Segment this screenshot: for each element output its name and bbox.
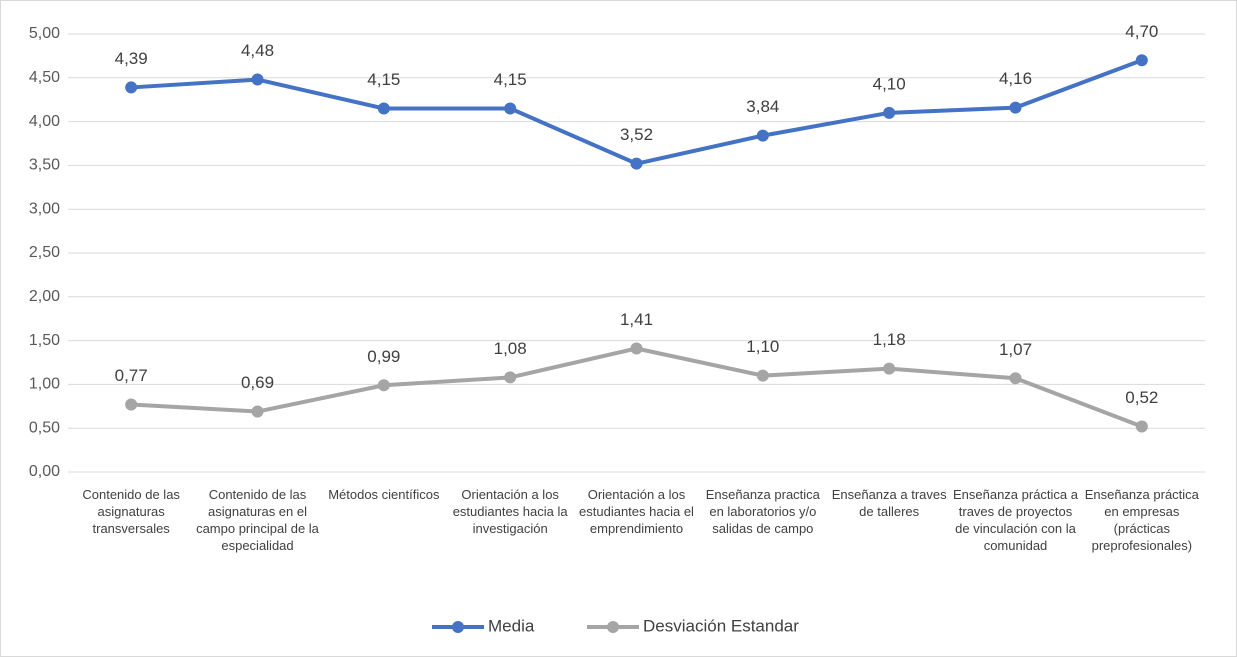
x-tick-label: Orientación a los estudiantes hacia la i… — [452, 487, 568, 536]
data-label: 4,15 — [494, 70, 527, 89]
data-point — [377, 102, 390, 115]
data-point — [377, 379, 390, 392]
data-label: 4,39 — [115, 49, 148, 68]
data-label: 4,70 — [1125, 22, 1158, 41]
y-tick-label: 3,50 — [29, 157, 60, 174]
data-point — [883, 362, 896, 375]
data-label: 4,10 — [873, 74, 906, 93]
data-label: 1,41 — [620, 310, 653, 329]
data-label: 1,08 — [494, 339, 527, 358]
y-tick-label: 2,00 — [29, 288, 60, 305]
data-label: 4,16 — [999, 69, 1032, 88]
data-label: 1,10 — [746, 337, 779, 356]
data-label: 0,77 — [115, 366, 148, 385]
legend-label: Media — [488, 616, 535, 635]
data-label: 1,18 — [873, 330, 906, 349]
y-tick-label: 0,50 — [29, 419, 60, 436]
x-tick-label: Enseñanza practica en laboratorios y/o s… — [705, 487, 820, 536]
data-point — [1135, 54, 1148, 67]
y-tick-label: 4,50 — [29, 69, 60, 86]
data-point — [1135, 420, 1148, 433]
data-point — [630, 157, 643, 170]
data-point — [630, 342, 643, 355]
x-tick-label: Contenido de las asignaturas transversal… — [82, 487, 180, 536]
data-label: 0,69 — [241, 373, 274, 392]
legend-label: Desviación Estandar — [643, 616, 799, 635]
y-tick-label: 2,50 — [29, 244, 60, 261]
x-tick-label: Orientación a los estudiantes hacia el e… — [579, 487, 694, 536]
data-point — [504, 102, 517, 115]
data-point — [1009, 372, 1022, 385]
x-tick-label: Contenido de las asignaturas en el campo… — [196, 487, 319, 553]
y-tick-label: 3,00 — [29, 200, 60, 217]
data-point — [251, 73, 264, 86]
data-point — [756, 129, 769, 142]
data-point — [125, 81, 138, 94]
data-label: 4,15 — [367, 70, 400, 89]
data-point — [504, 371, 517, 384]
data-point — [125, 398, 138, 411]
data-label: 0,52 — [1125, 388, 1158, 407]
data-point — [883, 106, 896, 119]
y-tick-label: 5,00 — [29, 25, 60, 42]
data-label: 1,07 — [999, 340, 1032, 359]
legend-marker — [607, 621, 619, 633]
data-label: 3,52 — [620, 125, 653, 144]
y-tick-label: 4,00 — [29, 113, 60, 130]
x-tick-label: Enseñanza práctica a traves de proyectos… — [952, 487, 1079, 553]
y-tick-label: 0,00 — [29, 463, 60, 480]
x-tick-label: Enseñanza a traves de talleres — [831, 487, 947, 519]
x-tick-label: Métodos científicos — [328, 487, 440, 502]
data-point — [251, 405, 264, 418]
x-tick-label: Enseñanza práctica en empresas (práctica… — [1084, 487, 1199, 553]
data-label: 3,84 — [746, 97, 779, 116]
y-tick-label: 1,00 — [29, 376, 60, 393]
legend-marker — [452, 621, 464, 633]
y-tick-label: 1,50 — [29, 332, 60, 349]
data-label: 0,99 — [367, 347, 400, 366]
data-point — [756, 369, 769, 382]
data-label: 4,48 — [241, 41, 274, 60]
data-point — [1009, 101, 1022, 114]
